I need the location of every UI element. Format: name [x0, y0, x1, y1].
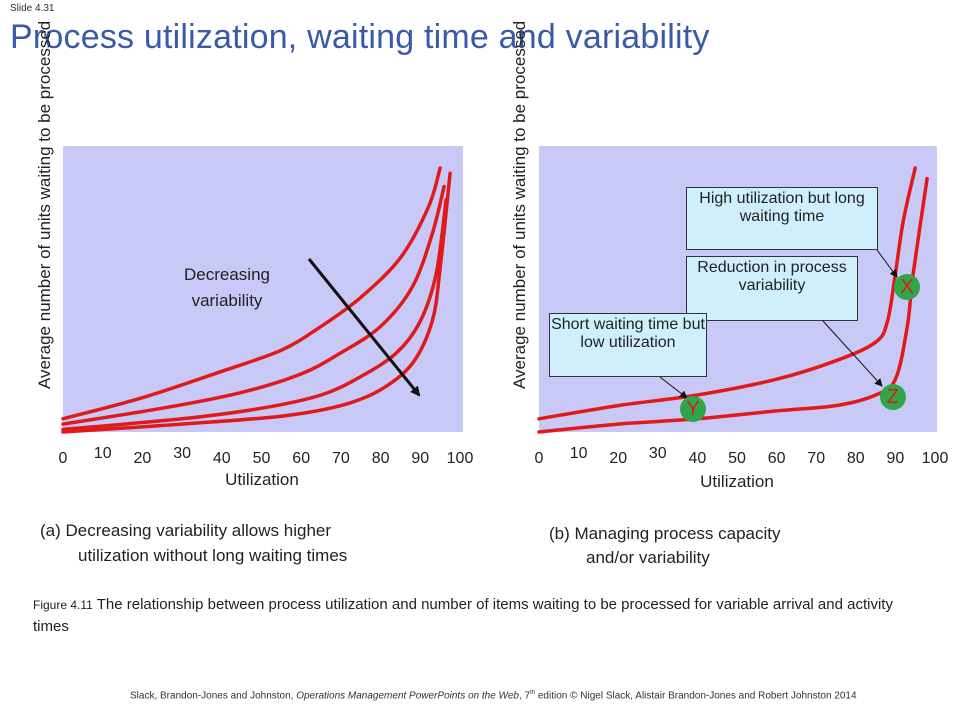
figure-caption: Figure 4.11 The relationship between pro…	[33, 594, 913, 637]
figure-number: Figure 4.11	[33, 598, 93, 612]
chart-a-annotation: Decreasing variability	[184, 265, 270, 310]
chart-a-x-axis-label: Utilization	[225, 470, 299, 489]
x-tick-label: 70	[331, 450, 350, 467]
caption-a-line1: (a) Decreasing variability allows higher	[40, 521, 332, 540]
slide-title: Process utilization, waiting time and va…	[10, 18, 710, 56]
x-tick-label: 0	[58, 450, 68, 467]
x-tick-label: 100	[446, 450, 474, 467]
caption-b-line2: and/or variability	[586, 548, 710, 567]
x-tick-label: 90	[886, 450, 905, 467]
plot-area	[63, 146, 463, 432]
callout-reduction-variability: Reduction in process variability	[686, 256, 858, 321]
footer-citation: Slack, Brandon-Jones and Johnston, Opera…	[130, 690, 857, 701]
footer-edition: , 7	[518, 690, 531, 702]
x-tick-label: 40	[688, 450, 707, 467]
x-tick-label: 60	[767, 450, 786, 467]
x-tick-label: 30	[648, 445, 667, 462]
variability-arrow	[307, 258, 421, 397]
x-tick-label: 80	[846, 450, 865, 467]
caption-a-line2: utilization without long waiting times	[78, 546, 348, 565]
x-tick-label: 90	[411, 450, 430, 467]
callout-short-waiting: Short waiting time but low utilization	[549, 313, 707, 377]
callout-high-utilization: High utilization but long waiting time	[686, 187, 878, 250]
callout-pointer-3	[659, 376, 688, 399]
x-tick-label: 10	[569, 445, 588, 462]
x-tick-label: 100	[921, 450, 949, 467]
footer-edition-sup: th	[530, 690, 536, 696]
marker-z: Z	[880, 384, 906, 410]
x-tick-label: 30	[173, 445, 191, 462]
footer-authors: Slack, Brandon-Jones and Johnston,	[130, 690, 297, 702]
x-tick-label: 0	[534, 450, 544, 467]
chart-b-x-axis-label: Utilization	[700, 472, 774, 491]
callout-pointer-1	[876, 249, 898, 278]
series-curve-3	[61, 197, 448, 432]
footer-copyright: edition © Nigel Slack, Alistair Brandon-…	[535, 690, 857, 702]
footer-work: Operations Management PowerPoints on the…	[296, 690, 519, 702]
callout-pointer-2	[822, 320, 883, 387]
x-tick-label: 40	[212, 450, 231, 467]
marker-x: X	[894, 274, 920, 300]
series-curve-1	[61, 166, 442, 421]
figure-caption-text: The relationship between process utiliza…	[33, 596, 893, 635]
x-tick-label: 20	[133, 450, 152, 467]
x-tick-label: 70	[807, 450, 826, 467]
x-tick-label: 80	[371, 450, 390, 467]
x-tick-label: 50	[252, 450, 271, 467]
slide-number: Slide 4.31	[10, 3, 55, 14]
series-curve-2	[61, 184, 446, 426]
x-tick-label: 50	[728, 450, 746, 467]
series-curve-4	[61, 171, 452, 434]
caption-b-line1: (b) Managing process capacity	[549, 524, 781, 543]
marker-y: Y	[680, 396, 706, 422]
x-tick-label: 10	[93, 445, 112, 462]
x-tick-label: 20	[609, 450, 628, 467]
series-curve-1	[537, 166, 917, 421]
x-tick-label: 60	[292, 450, 311, 467]
